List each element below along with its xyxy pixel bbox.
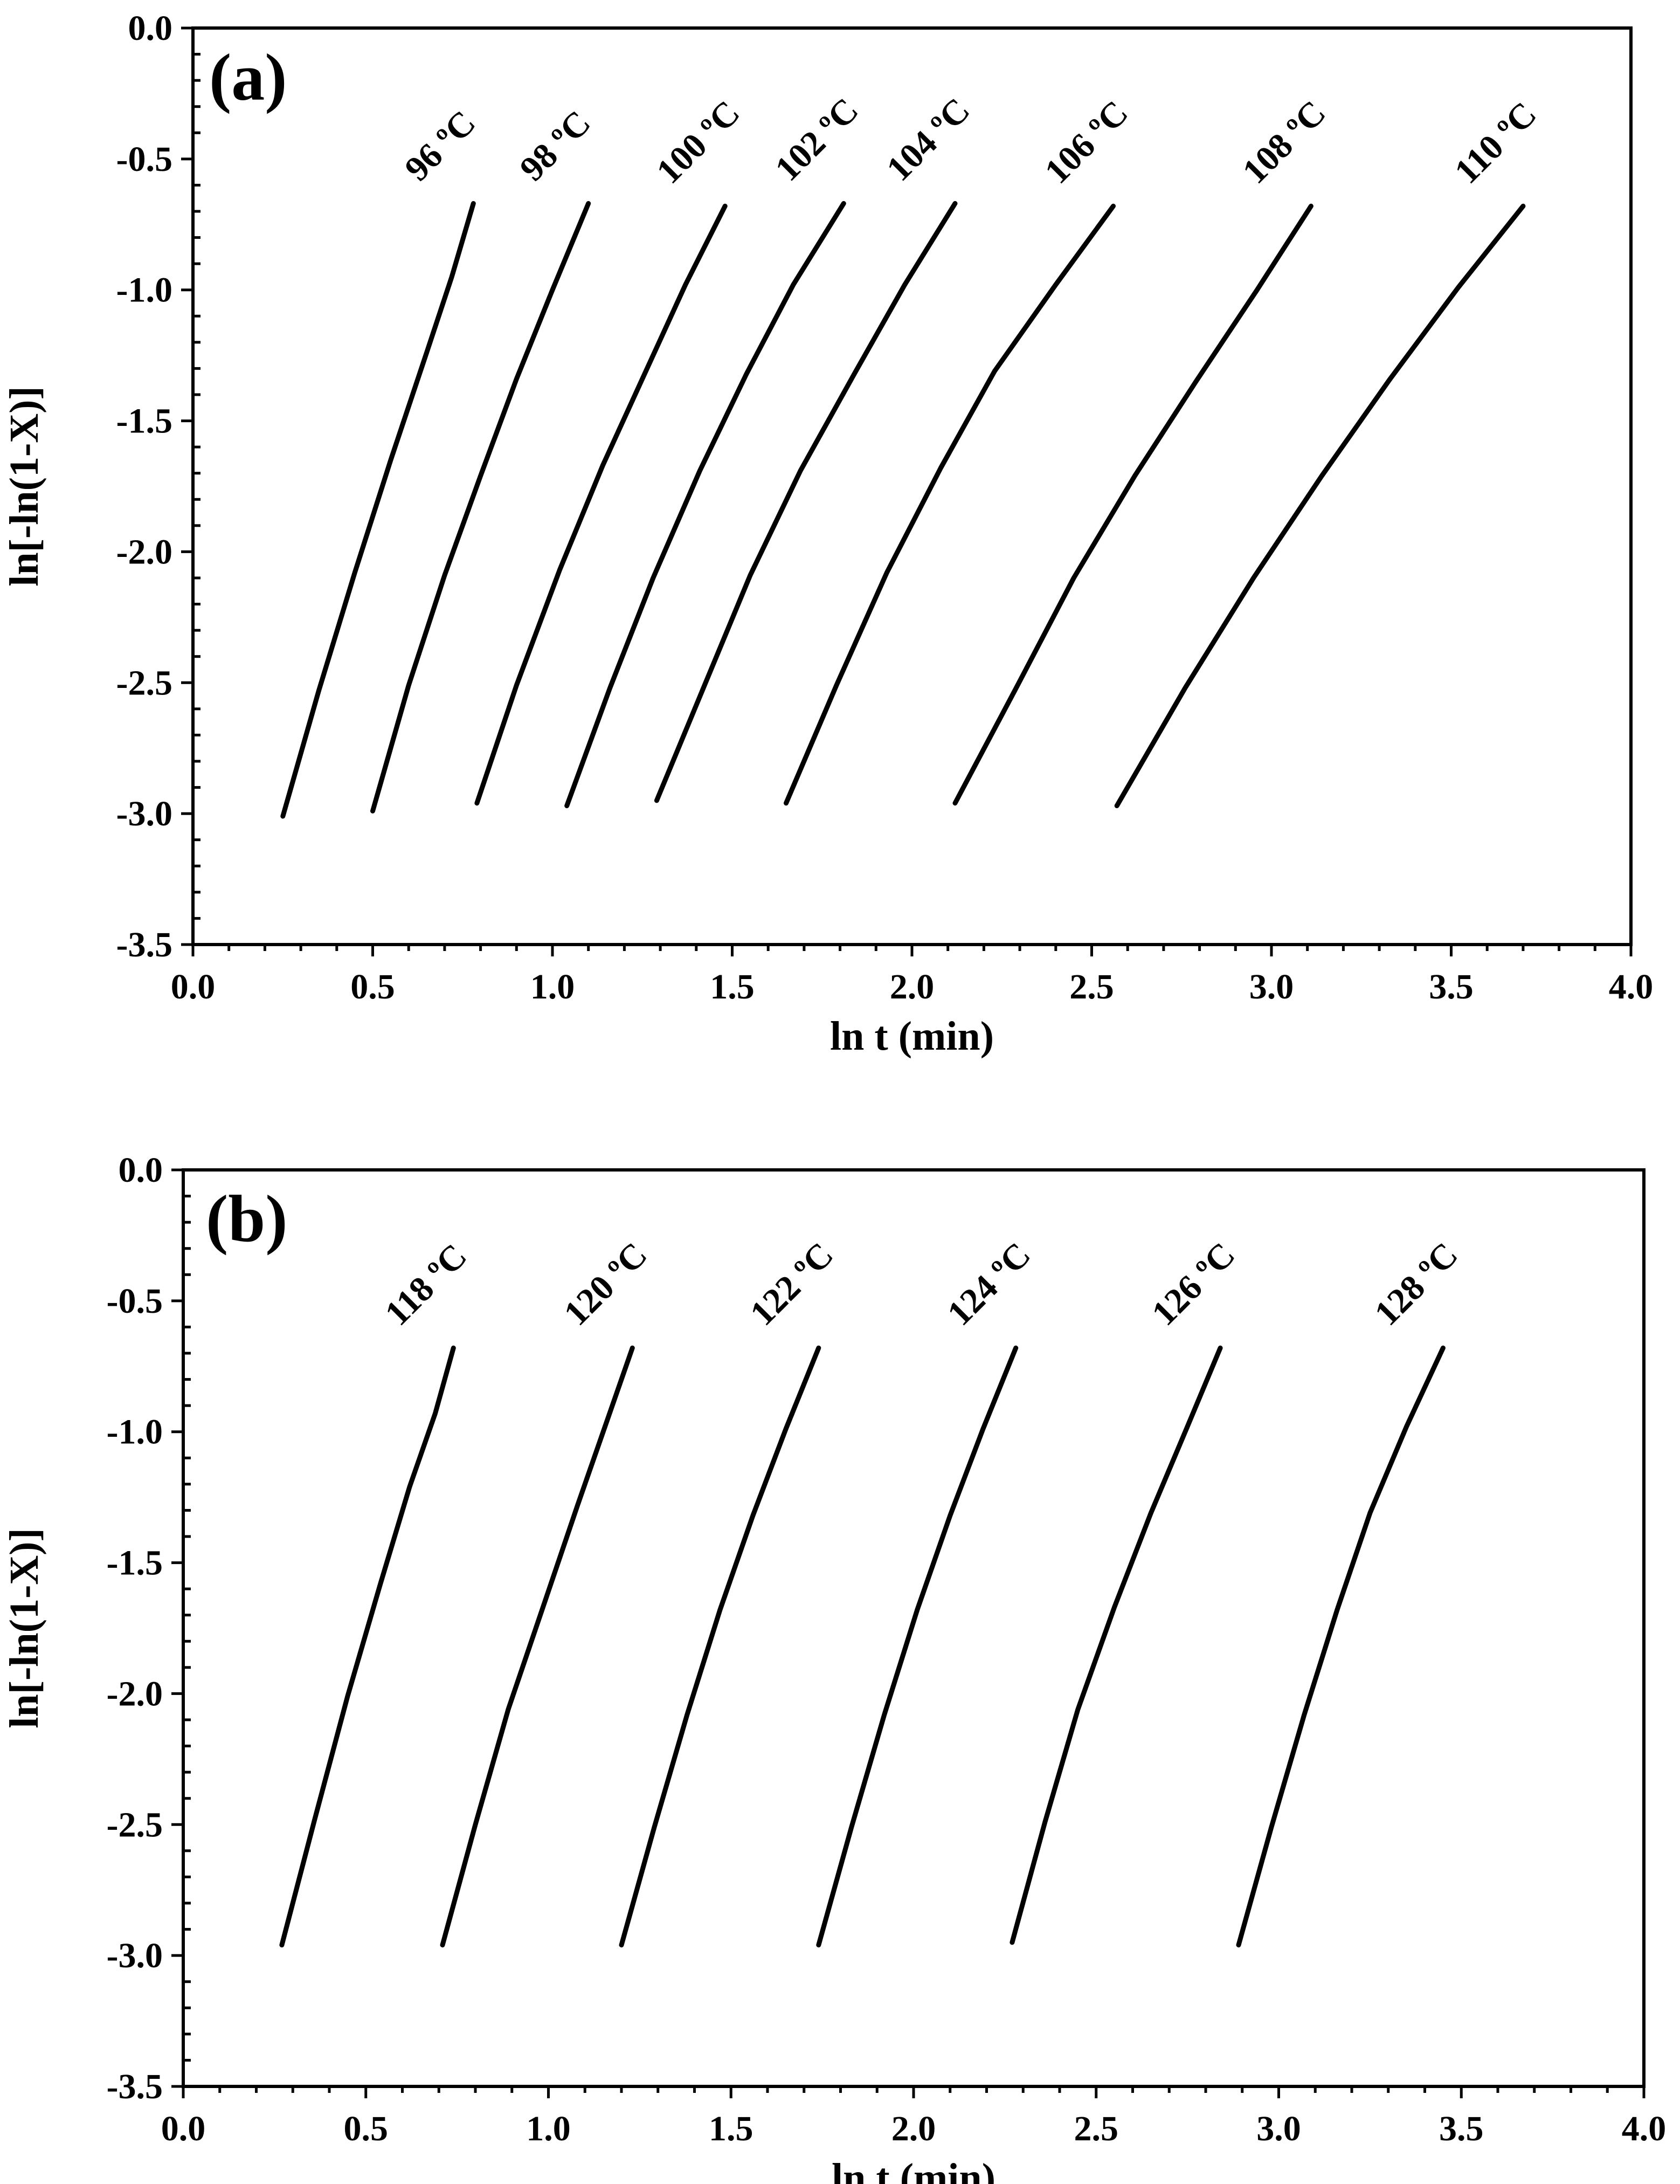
y-tick-label: 0.0 xyxy=(119,1150,163,1190)
series-line-98 xyxy=(370,201,591,814)
series-line-96 xyxy=(280,201,476,819)
x-tick-label: 3.0 xyxy=(1256,2109,1301,2148)
y-tick-label: -0.5 xyxy=(116,140,172,179)
y-tick-label: -2.0 xyxy=(116,532,172,571)
series-line-102 xyxy=(564,201,846,809)
panel-label: (b) xyxy=(206,1182,288,1256)
series-label: 104 ºC xyxy=(879,91,977,189)
y-tick-label: -1.5 xyxy=(107,1544,163,1583)
x-tick-label: 4.0 xyxy=(1622,2109,1667,2148)
x-tick-label: 4.0 xyxy=(1609,967,1654,1007)
y-tick-label: 0.0 xyxy=(128,9,173,48)
x-tick-label: 0.5 xyxy=(350,967,395,1007)
panel-b: 0.0 0.5 1.0 1.5 2.0 2.5 3.0 3.5 4.0 0.0 -0.5 -1.0 -1… xyxy=(2,1150,1666,2184)
series-label: 96 ºC xyxy=(397,103,483,189)
series-line-128 xyxy=(1236,1345,1446,1948)
x-tick-label: 0.0 xyxy=(171,967,216,1007)
series-label: 98 ºC xyxy=(513,103,598,189)
y-tick-label: -1.5 xyxy=(116,402,172,441)
x-tick-label: 2.0 xyxy=(891,2109,936,2148)
x-tick-label: 1.0 xyxy=(530,967,575,1007)
y-tick-label: -1.0 xyxy=(116,271,172,310)
panel-label: (a) xyxy=(209,40,287,114)
series-line-120 xyxy=(440,1345,635,1948)
x-tick-label: 1.5 xyxy=(709,2109,753,2148)
y-axis-title: ln[-ln(1-X)] xyxy=(2,1528,47,1728)
y-tick-label: -2.5 xyxy=(116,663,172,702)
series-line-124 xyxy=(816,1345,1019,1948)
series-label: 108 ºC xyxy=(1235,93,1333,191)
x-tick-label: 1.0 xyxy=(526,2109,571,2148)
x-tick-label: 0.5 xyxy=(344,2109,389,2148)
x-tick-label: 0.0 xyxy=(161,2109,206,2148)
series-label: 102 ºC xyxy=(768,91,866,189)
series-label: 118 ºC xyxy=(377,1236,474,1333)
x-tick-label: 3.5 xyxy=(1439,2109,1484,2148)
y-tick-label: -2.5 xyxy=(107,1805,163,1844)
y-tick-label: -3.0 xyxy=(107,1936,163,1975)
series-label: 100 ºC xyxy=(649,93,747,191)
x-tick-label: 2.5 xyxy=(1069,967,1114,1007)
x-tick-label: 2.0 xyxy=(890,967,935,1007)
x-tick-label: 3.5 xyxy=(1429,967,1474,1007)
x-axis-title: ln t (min) xyxy=(830,1014,994,1059)
series-label: 124 ºC xyxy=(940,1235,1038,1333)
y-tick-label: -2.0 xyxy=(107,1674,163,1713)
series-line-118 xyxy=(279,1345,456,1948)
x-tick-label: 1.5 xyxy=(710,967,755,1007)
y-tick-label: -3.0 xyxy=(116,794,172,833)
series-line-110 xyxy=(1114,203,1526,809)
x-axis-title: ln t (min) xyxy=(832,2155,995,2184)
y-tick-label: -3.5 xyxy=(107,2067,163,2106)
series-line-122 xyxy=(619,1345,821,1948)
y-axis-title: ln[-ln(1-X)] xyxy=(2,386,47,587)
y-tick-label: -1.0 xyxy=(107,1413,163,1452)
series-line-106 xyxy=(784,203,1116,806)
series-label: 120 ºC xyxy=(556,1235,654,1333)
panel-a: 0.0 0.5 1.0 1.5 2.0 2.5 3.0 3.5 4.0 0.0 -0.5 -1.0 -1… xyxy=(2,9,1653,1059)
x-tick-label: 3.0 xyxy=(1249,967,1294,1007)
series-line-126 xyxy=(1010,1345,1223,1945)
series-label: 126 ºC xyxy=(1144,1235,1242,1333)
series-line-108 xyxy=(952,203,1313,806)
y-tick-label: -3.5 xyxy=(116,925,172,964)
series-label: 110 ºC xyxy=(1447,94,1544,191)
series-label: 128 ºC xyxy=(1367,1235,1465,1333)
x-tick-label: 2.5 xyxy=(1074,2109,1119,2148)
series-line-100 xyxy=(474,203,728,806)
series-label: 122 ºC xyxy=(743,1235,841,1333)
y-tick-label: -0.5 xyxy=(107,1282,163,1321)
series-line-104 xyxy=(654,201,958,803)
series-label: 106 ºC xyxy=(1038,93,1136,191)
